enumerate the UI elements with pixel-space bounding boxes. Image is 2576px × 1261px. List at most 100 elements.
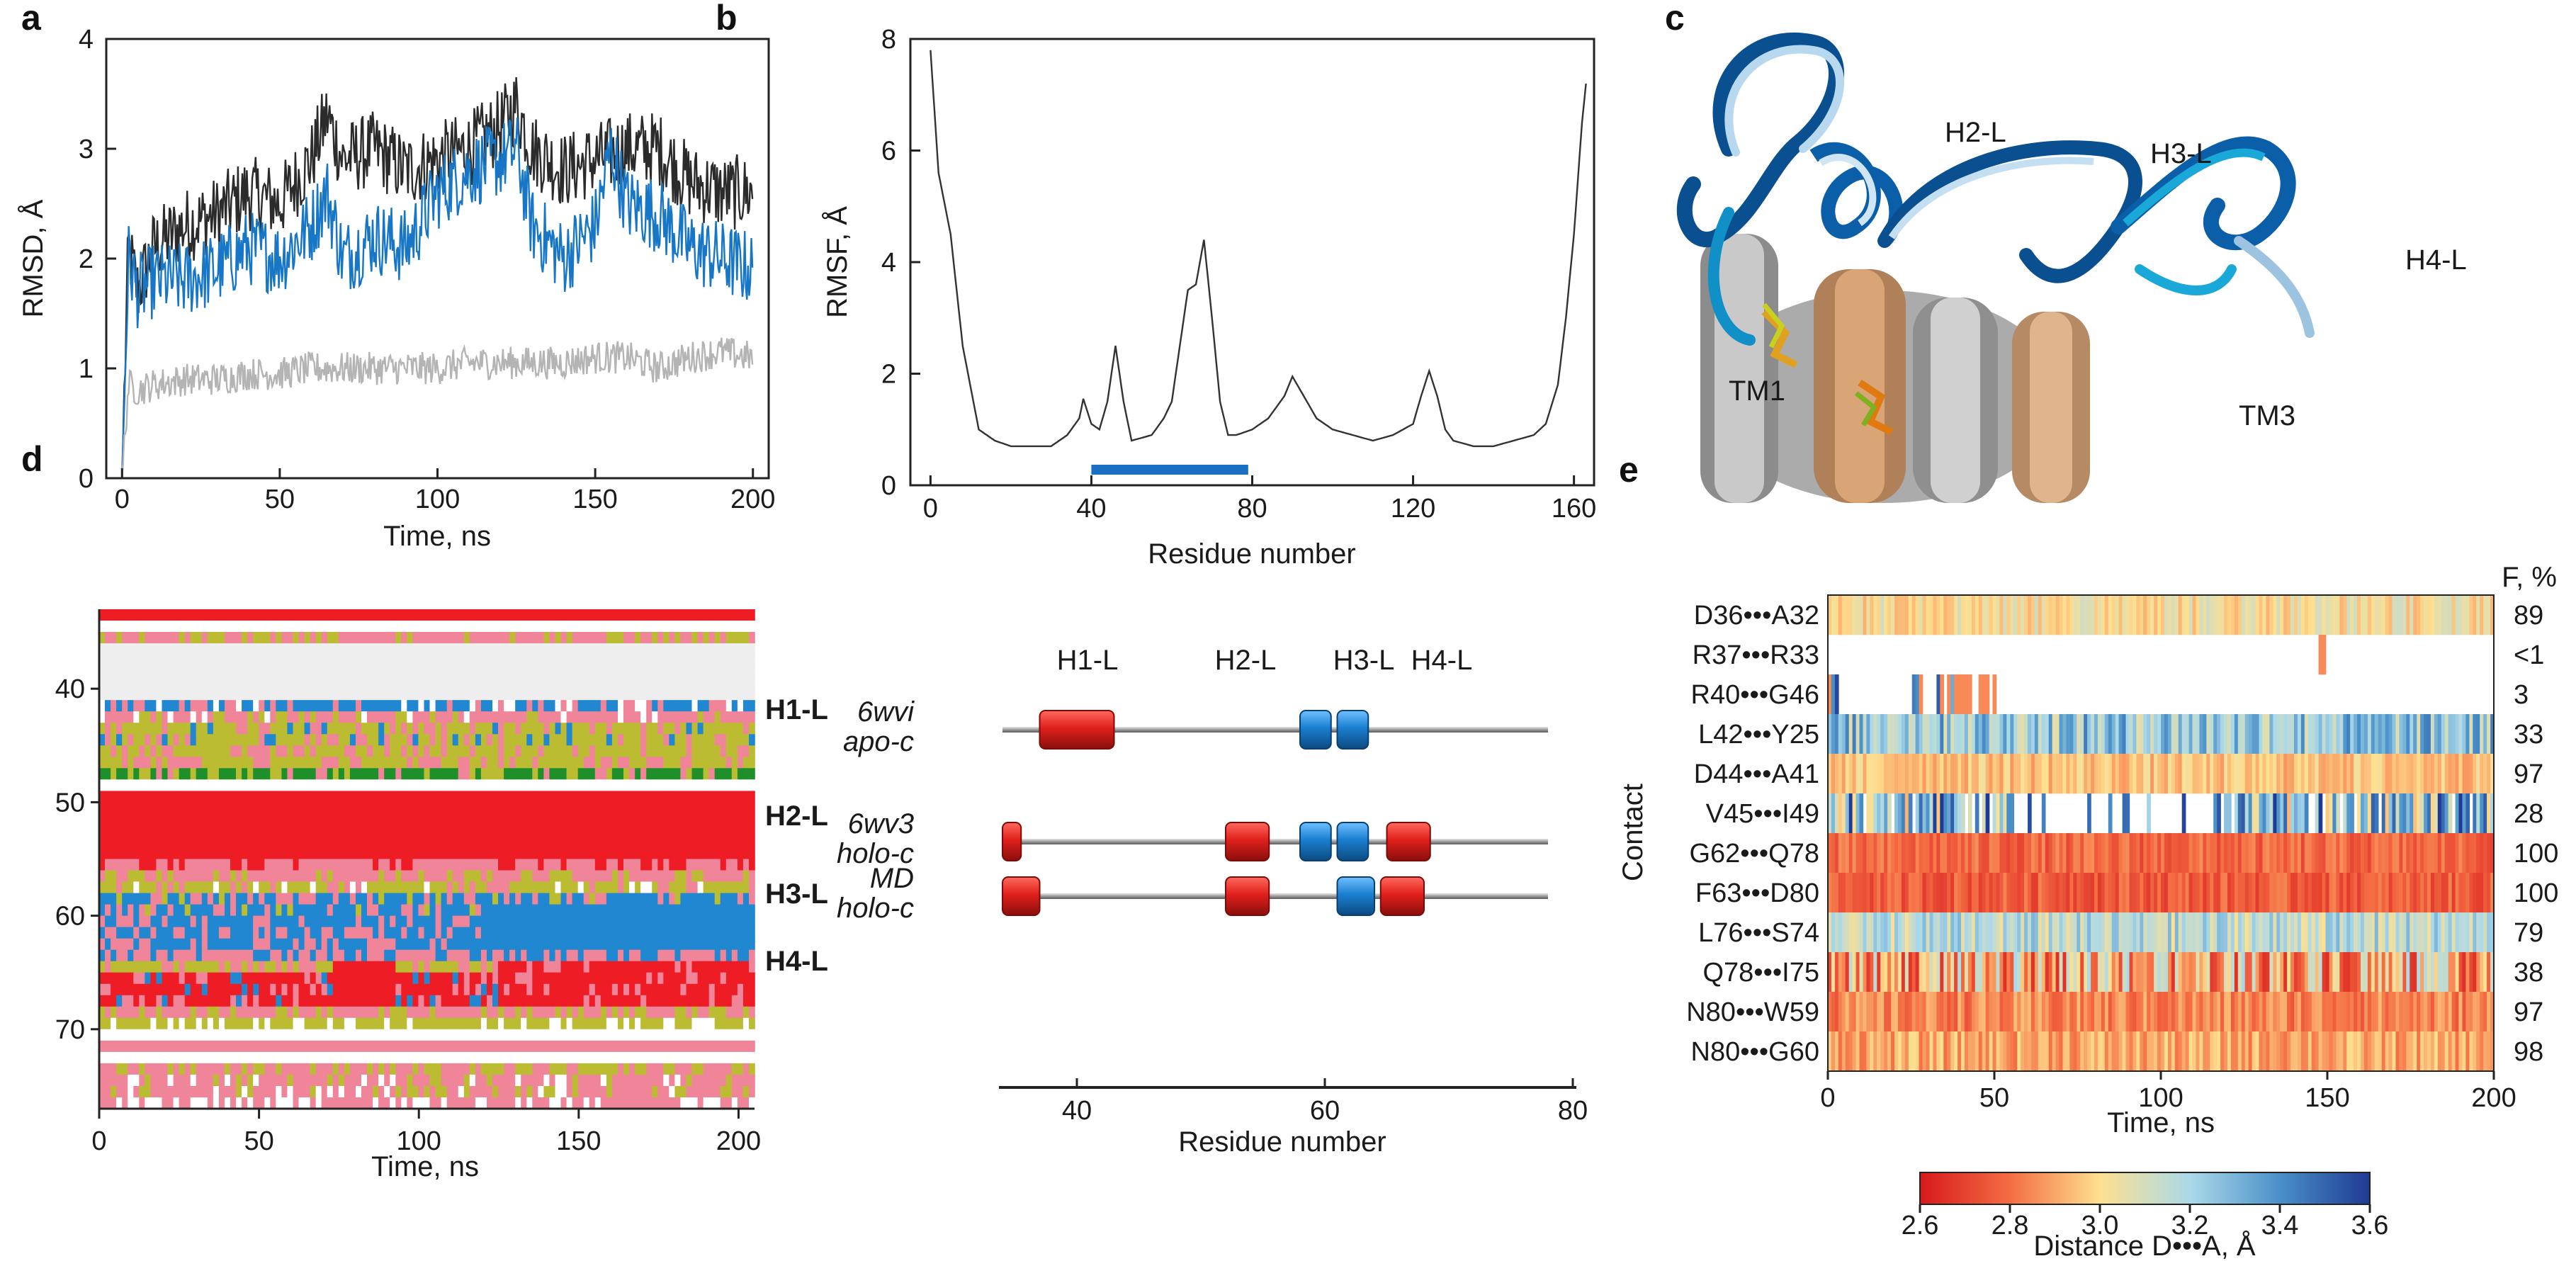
contact-label: D36•••A32 [1694, 601, 1819, 630]
structure-label-tm3: TM3 [2239, 400, 2295, 431]
panel-b-rmsf-chart: 0 40 80 120 160 0 2 4 6 8 Residue number RMSF, Å [821, 25, 1596, 570]
contact-label: L42•••Y25 [1698, 720, 1819, 750]
series-rmsf [930, 50, 1587, 448]
colorbar-tick-label: 3.6 [2351, 1211, 2389, 1240]
structure-label-h3-l: H3-L [2150, 138, 2212, 169]
x-tick-label: 80 [1558, 1096, 1588, 1126]
plot-frame [909, 38, 1595, 487]
structure-label-h2-l: H2-L [1945, 117, 2006, 148]
y-tick-label: 6 [881, 137, 896, 166]
frequency-value: 97 [2514, 759, 2543, 789]
x-tick-label: 150 [556, 1126, 601, 1156]
frequency-value: 98 [2514, 1037, 2543, 1067]
contact-label: F63•••D80 [1695, 878, 1819, 908]
x-tick-label: 60 [1310, 1096, 1340, 1126]
x-tick-label: 80 [1237, 494, 1267, 524]
x-tick-label: 100 [2138, 1083, 2183, 1113]
row-label-line2: apo-c [843, 726, 914, 757]
frequency-header: F, % [2502, 562, 2557, 593]
frequency-value: 3 [2514, 680, 2529, 710]
panel-e-contact-heatmap: D36•••A32 89 R37•••R33 <1 R40•••G46 3 L42•••Y2… [1617, 562, 2558, 1261]
helix-label: H1-L [765, 694, 828, 725]
x-tick-label: 50 [1979, 1083, 2009, 1113]
contact-label: V45•••I49 [1706, 799, 1819, 829]
blue-helix-segment [1336, 710, 1369, 750]
x-tick-label: 150 [572, 485, 617, 514]
helix-top-label: H4-L [1411, 645, 1473, 676]
panel-label-c: c [1665, 0, 1685, 38]
frequency-value: 100 [2514, 839, 2558, 869]
contact-label: D44•••A41 [1694, 759, 1819, 789]
colorbar [1919, 1172, 2371, 1205]
contact-label: R40•••G46 [1691, 680, 1819, 710]
x-tick-label: 50 [244, 1126, 273, 1156]
x-tick-label: 200 [716, 1126, 761, 1156]
red-helix-segment [1379, 876, 1425, 916]
y-tick-label: 8 [881, 25, 896, 55]
contact-label: Q78•••I75 [1702, 958, 1819, 988]
frequency-value: <1 [2514, 640, 2544, 670]
panel-label-e: e [1619, 450, 1639, 490]
row-label-line1: MD [870, 863, 914, 894]
blue-helix-segment [1299, 710, 1332, 750]
blue-helix-segment [1336, 876, 1375, 916]
x-tick-label: 0 [923, 494, 938, 524]
series-dark [121, 77, 754, 479]
y-tick-label: 2 [79, 244, 94, 274]
colorbar-tick-label: 2.8 [1992, 1211, 2029, 1240]
blue-helix-segment [1336, 822, 1369, 861]
red-helix-segment [1225, 822, 1270, 861]
contact-label: G62•••Q78 [1689, 839, 1819, 869]
y-axis-label: RMSF, Å [821, 206, 853, 318]
y-tick-label: 0 [881, 471, 896, 501]
frequency-value: 89 [2514, 601, 2543, 630]
red-helix-segment [1002, 876, 1041, 916]
x-tick-label: 0 [115, 485, 130, 514]
panel-label-d: d [21, 439, 43, 479]
x-tick-label: 50 [265, 485, 295, 514]
x-tick-label: 200 [2471, 1083, 2516, 1113]
colorbar-tick-label: 3.0 [2081, 1211, 2119, 1240]
frequency-value: 33 [2514, 720, 2543, 750]
row-label-line2: holo-c [837, 893, 914, 924]
series-gray [121, 337, 754, 479]
x-tick-label: 0 [1820, 1083, 1835, 1113]
panel-label-b: b [716, 0, 738, 38]
x-tick-label: 120 [1391, 494, 1435, 524]
backbone-rod [1002, 839, 1548, 844]
y-axis-label: Contact [1617, 784, 1649, 881]
panel-a-rmsd-chart: 0 50 100 150 200 0 1 2 3 4 Time, ns RMSD, Å [17, 25, 775, 552]
helix-label: H3-L [765, 878, 828, 910]
frequency-value: 97 [2514, 997, 2543, 1027]
x-tick-label: 150 [2305, 1083, 2349, 1113]
colorbar-label: Distance D•••A, Å [2033, 1230, 2256, 1261]
helix-top-label: H3-L [1333, 645, 1395, 676]
helix-label: H2-L [765, 801, 828, 832]
contact-label: N80•••W59 [1686, 997, 1819, 1027]
x-tick-label: 160 [1552, 494, 1596, 524]
backbone-rod [1002, 893, 1548, 899]
y-tick-label: 40 [55, 674, 85, 704]
y-tick-label: 70 [55, 1015, 85, 1045]
row-label-line1: 6wvi [857, 696, 915, 728]
y-axis-label: RMSD, Å [17, 199, 49, 317]
x-tick-label: 40 [1076, 494, 1106, 524]
y-tick-label: 4 [881, 248, 896, 278]
red-helix-segment [1225, 876, 1270, 916]
frequency-value: 79 [2514, 918, 2543, 948]
structure-label-h4-l: H4-L [2405, 244, 2467, 276]
colorbar-tick-label: 3.2 [2171, 1211, 2209, 1240]
x-axis-label: Residue number [1148, 538, 1356, 570]
y-tick-label: 2 [881, 360, 896, 390]
series-blue [121, 118, 754, 479]
x-axis-label: Time, ns [383, 521, 491, 552]
x-tick-label: 200 [730, 485, 775, 514]
row-label-line1: 6wv3 [848, 808, 914, 839]
contact-label: L76•••S74 [1698, 918, 1819, 948]
frequency-value: 38 [2514, 958, 2543, 988]
x-tick-label: 40 [1062, 1096, 1092, 1126]
frequency-value: 28 [2514, 799, 2543, 829]
y-tick-label: 60 [55, 902, 85, 932]
